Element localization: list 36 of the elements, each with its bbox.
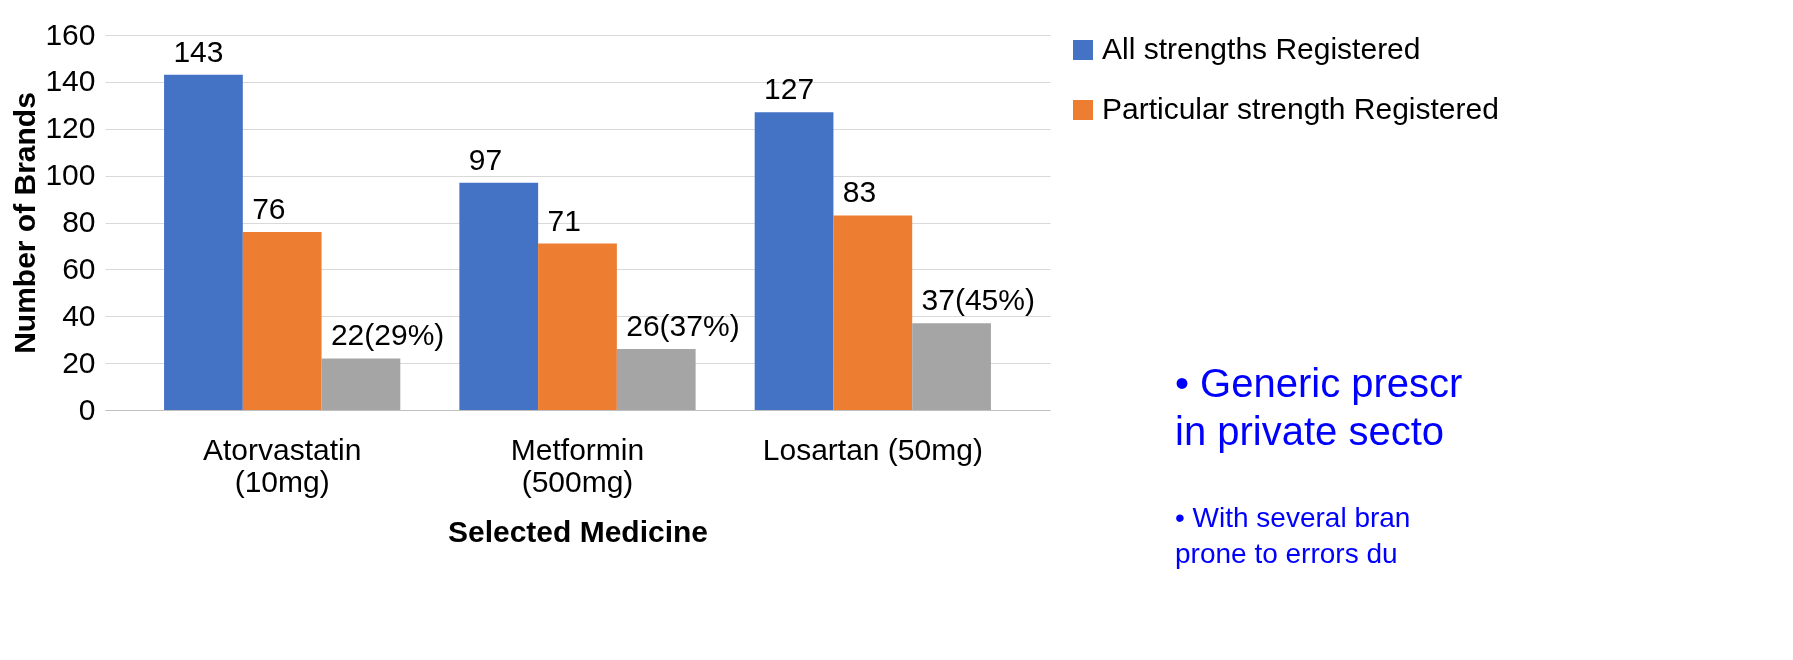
- data-label: 83: [842, 175, 877, 209]
- bar: [164, 74, 243, 410]
- y-tick-label: 100: [45, 158, 96, 192]
- text: • With several bran prone to errors du: [1175, 502, 1411, 569]
- x-tick-label: Metformin (500mg): [510, 432, 645, 498]
- x-tick-label: Atorvastatin (10mg): [202, 432, 362, 498]
- data-label: 143: [173, 34, 224, 68]
- text: • Generic prescr in private secto: [1175, 361, 1463, 453]
- data-label: 22(29%): [330, 318, 445, 352]
- bar: [538, 243, 617, 410]
- data-label: 97: [468, 142, 503, 176]
- data-label: 71: [547, 203, 581, 237]
- data-label: 127: [764, 72, 815, 106]
- bar: [912, 323, 991, 410]
- legend-label: All strengths Registered: [1102, 32, 1421, 65]
- bar: [459, 182, 539, 410]
- bar: [833, 215, 913, 410]
- data-label: 37(45%): [921, 283, 1035, 317]
- y-tick-label: 60: [62, 251, 96, 285]
- bar: [616, 349, 696, 410]
- y-axis-title: Number of Brands: [8, 92, 42, 354]
- data-label: 76: [252, 191, 286, 225]
- bar: [321, 358, 401, 410]
- y-tick-label: 140: [45, 64, 96, 98]
- y-tick-label: 80: [62, 205, 96, 238]
- data-label: 26(37%): [626, 309, 740, 343]
- x-tick-label: Losartan (50mg): [762, 432, 983, 466]
- x-axis-title: Selected Medicine: [447, 514, 709, 548]
- y-tick-label: 160: [45, 17, 96, 51]
- y-tick-label: 120: [45, 111, 96, 145]
- legend-label: Particular strength Registered: [1102, 92, 1499, 125]
- y-tick-label: 0: [78, 392, 96, 426]
- bar: [242, 231, 322, 410]
- bar: [754, 112, 834, 410]
- y-tick-label: 20: [62, 345, 96, 379]
- y-tick-label: 40: [62, 298, 96, 332]
